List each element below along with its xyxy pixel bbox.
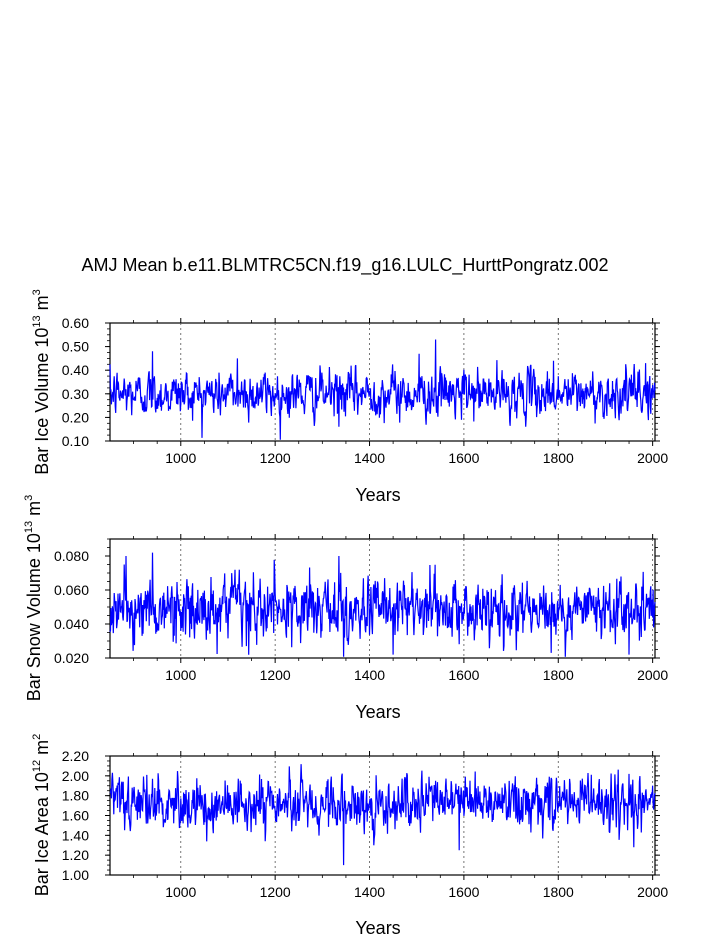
series-line-ice-volume: [109, 339, 656, 440]
ylabel-unit: m: [32, 295, 52, 315]
x-tick-label: 1400: [354, 450, 385, 466]
x-axis-title-ice-volume: Years: [355, 485, 400, 505]
x-tick-label: 1600: [448, 667, 479, 683]
ticks-ice-volume: 1000 1200 1400 1600 1800 2000 0.10 0.20 0.30 0.40…: [62, 315, 669, 466]
y-tick-label: 0.080: [54, 548, 89, 564]
ticks-ice-area: 1000 1200 1400 1600 1800 2000 1.00 1.20 1.40 1.60…: [62, 748, 669, 900]
y-tick-label: 1.20: [62, 847, 89, 863]
y-tick-label: 0.040: [54, 616, 89, 632]
x-tick-label: 1600: [448, 450, 479, 466]
grid-ice-volume: [180, 323, 654, 441]
y-axis-title-ice-area: Bar Ice Area 1012 m2: [31, 734, 52, 896]
y-tick-label: 1.80: [62, 788, 89, 804]
series-line-snow-volume: [109, 552, 656, 657]
x-tick-label: 1200: [260, 884, 291, 900]
ylabel-main: Bar Ice Area 10: [32, 772, 52, 896]
ylabel-unit: m: [32, 740, 52, 760]
y-tick-label: 1.00: [62, 867, 89, 883]
x-tick-label: 1800: [543, 884, 574, 900]
y-tick-label: 0.60: [62, 315, 89, 331]
x-tick-label: 1800: [543, 667, 574, 683]
ylabel-unit-exp: 3: [31, 289, 43, 295]
y-tick-label: 1.40: [62, 827, 89, 843]
ylabel-unit: m: [24, 501, 44, 521]
y-tick-label: 1.60: [62, 808, 89, 824]
panel-ice-volume: 1000 1200 1400 1600 1800 2000 0.10 0.20 0.30 0.40…: [31, 289, 668, 505]
x-tick-label: 1000: [165, 667, 196, 683]
y-axis-title-snow-volume: Bar Snow Volume 1013 m3: [23, 495, 44, 701]
y-tick-label: 0.10: [62, 433, 89, 449]
x-axis-title-ice-area: Years: [355, 918, 400, 935]
y-tick-label: 0.20: [62, 409, 89, 425]
x-axis-title-snow-volume: Years: [355, 702, 400, 722]
ylabel-exp: 13: [31, 315, 43, 327]
x-tick-label: 1000: [165, 884, 196, 900]
series-line-ice-area: [109, 764, 656, 866]
ylabel-exp: 12: [31, 760, 43, 772]
y-tick-label: 0.40: [62, 362, 89, 378]
y-tick-label: 2.20: [62, 748, 89, 764]
y-tick-label: 0.060: [54, 582, 89, 598]
x-tick-label: 1600: [448, 884, 479, 900]
x-tick-label: 1400: [354, 667, 385, 683]
ylabel-exp: 13: [23, 521, 35, 533]
x-tick-label: 1800: [543, 450, 574, 466]
x-tick-label: 1200: [260, 450, 291, 466]
ylabel-main: Bar Ice Volume 10: [32, 328, 52, 475]
x-tick-label: 2000: [637, 884, 668, 900]
x-tick-label: 2000: [637, 667, 668, 683]
ylabel-unit-exp: 2: [31, 734, 43, 740]
y-tick-label: 0.50: [62, 339, 89, 355]
x-tick-label: 1000: [165, 450, 196, 466]
y-tick-label: 0.020: [54, 650, 89, 666]
panel-snow-volume: 1000 1200 1400 1600 1800 2000 0.020 0.040 0.060 0…: [23, 495, 668, 722]
chart-title: AMJ Mean b.e11.BLMTRC5CN.f19_g16.LULC_Hu…: [82, 255, 609, 276]
ticks-snow-volume: 1000 1200 1400 1600 1800 2000 0.020 0.040 0.060 0…: [54, 534, 668, 683]
x-tick-label: 1400: [354, 884, 385, 900]
ylabel-unit-exp: 3: [23, 495, 35, 501]
ylabel-main: Bar Snow Volume 10: [24, 533, 44, 701]
panel-ice-area: 1000 1200 1400 1600 1800 2000 1.00 1.20 1.40 1.60…: [31, 734, 668, 935]
y-axis-title-ice-volume: Bar Ice Volume 1013 m3: [31, 289, 52, 474]
y-tick-label: 0.30: [62, 386, 89, 402]
x-tick-label: 2000: [637, 450, 668, 466]
x-tick-label: 1200: [260, 667, 291, 683]
y-tick-label: 2.00: [62, 768, 89, 784]
